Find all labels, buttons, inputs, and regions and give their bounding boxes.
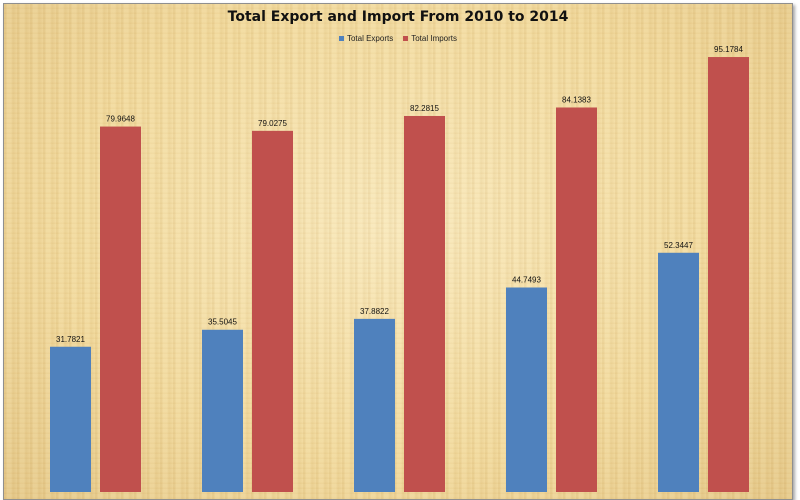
data-label-exports-3: 37.8822 — [360, 307, 389, 316]
data-label-exports-1: 31.7821 — [56, 335, 85, 344]
bar-exports-4 — [506, 287, 547, 492]
legend-item-imports: Total Imports — [403, 34, 457, 43]
bar-exports-2 — [202, 329, 243, 492]
bar-imports-3 — [404, 115, 445, 492]
legend-label-exports: Total Exports — [346, 34, 394, 43]
legend-swatch-imports — [403, 36, 409, 41]
bar-exports-5 — [658, 252, 699, 492]
data-label-imports-4: 84.1383 — [562, 95, 591, 104]
legend-swatch-exports — [338, 36, 344, 41]
data-label-exports-2: 35.5045 — [208, 318, 237, 327]
bar-exports-3 — [354, 318, 395, 492]
bar-imports-5 — [708, 57, 749, 492]
chart-title: Total Export and Import From 2010 to 201… — [227, 9, 569, 25]
data-label-exports-5: 52.3447 — [664, 241, 693, 250]
data-label-imports-2: 79.0275 — [258, 119, 287, 128]
bar-imports-4 — [556, 107, 597, 492]
bar-exports-1 — [50, 346, 91, 492]
data-label-imports-1: 79.9648 — [106, 115, 135, 124]
legend-item-exports: Total Exports — [338, 34, 394, 43]
legend-label-imports: Total Imports — [411, 34, 458, 43]
bar-imports-1 — [100, 126, 141, 493]
data-label-exports-4: 44.7493 — [512, 275, 541, 284]
bar-imports-2 — [252, 130, 293, 492]
data-label-imports-3: 82.2815 — [410, 104, 439, 113]
chart-legend: Total Exports Total Imports — [4, 34, 792, 43]
data-label-imports-5: 95.1784 — [714, 45, 743, 54]
